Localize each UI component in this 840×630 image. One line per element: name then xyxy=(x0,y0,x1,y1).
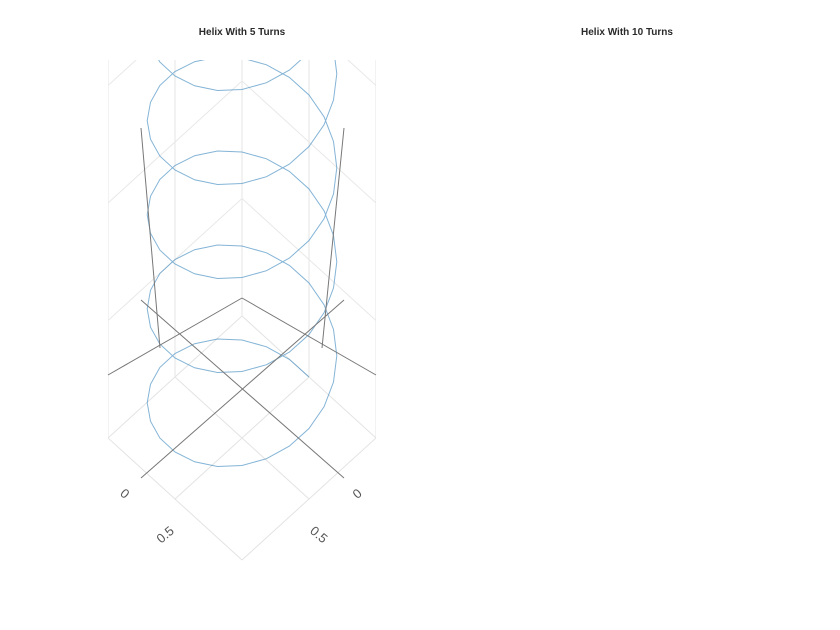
helix-line xyxy=(146,60,338,468)
grid-layer xyxy=(108,60,376,561)
wall-gridline xyxy=(108,197,376,321)
subplot-title-right: Helix With 10 Turns xyxy=(581,27,673,38)
wall-gridline xyxy=(108,80,376,204)
tick-layer: 0 0.5 0 0.5 xyxy=(117,485,364,546)
tick-label: 0 xyxy=(350,485,365,501)
tick-label: 0.5 xyxy=(307,523,330,546)
helix-layer xyxy=(146,60,338,468)
tick-label: 0 xyxy=(117,485,132,501)
axis-line xyxy=(140,299,345,479)
axis-line xyxy=(107,297,243,376)
tick-label: 0.5 xyxy=(153,523,176,546)
floor-gridline xyxy=(174,376,310,500)
axis-line xyxy=(321,127,345,349)
axis-line xyxy=(140,127,161,349)
helix-3d-scene[interactable]: 0 0.5 0 0.5 xyxy=(0,0,420,630)
axis-line xyxy=(241,297,377,376)
subplot-title-left: Helix With 5 Turns xyxy=(198,27,286,38)
axis-layer xyxy=(107,127,377,479)
